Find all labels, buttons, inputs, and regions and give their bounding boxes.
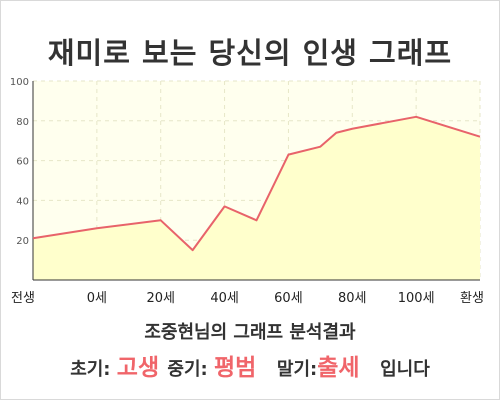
mid-label: 중기:	[167, 359, 208, 380]
x-tick-label: 60세	[274, 291, 303, 306]
y-tick-label: 20	[16, 236, 29, 247]
y-tick-label: 80	[16, 117, 29, 128]
y-tick-label: 100	[10, 77, 29, 88]
x-tick-labels: 전생 0세 20세 40세 60세 80세 100세 환생	[11, 291, 484, 306]
result-suffix: 입니다	[380, 359, 430, 380]
x-tick-label: 환생	[460, 291, 484, 306]
page-title: 재미로 보는 당신의 인생 그래프	[47, 36, 453, 70]
x-tick-label: 20세	[146, 291, 175, 306]
x-tick-label: 40세	[210, 291, 239, 306]
result-summary: 초기: 고생 중기: 평범 말기:출세 입니다	[0, 348, 500, 382]
x-tick-label: 80세	[338, 291, 367, 306]
early-value: 고생	[116, 355, 160, 381]
late-value: 출세	[317, 355, 360, 381]
x-tick-label: 100세	[398, 291, 435, 306]
y-tick-labels: 20 40 60 80 100	[10, 77, 29, 247]
x-tick-label: 0세	[87, 291, 107, 306]
area-fill	[33, 116, 480, 280]
x-tick-label: 전생	[11, 291, 35, 306]
mid-value: 평범	[214, 355, 257, 381]
y-tick-label: 40	[16, 196, 29, 207]
y-tick-label: 60	[16, 157, 29, 168]
early-label: 초기:	[70, 359, 111, 380]
life-series-line	[32, 115, 481, 252]
result-heading: 조중현님의 그래프 분석결과	[144, 322, 356, 343]
late-label: 말기:	[276, 359, 318, 380]
